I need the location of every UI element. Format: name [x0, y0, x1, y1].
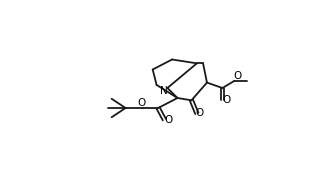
Text: O: O — [222, 94, 230, 104]
Text: O: O — [138, 98, 146, 108]
Text: N: N — [160, 86, 168, 96]
Text: O: O — [196, 108, 204, 118]
Text: O: O — [233, 71, 241, 81]
Text: O: O — [165, 115, 173, 125]
